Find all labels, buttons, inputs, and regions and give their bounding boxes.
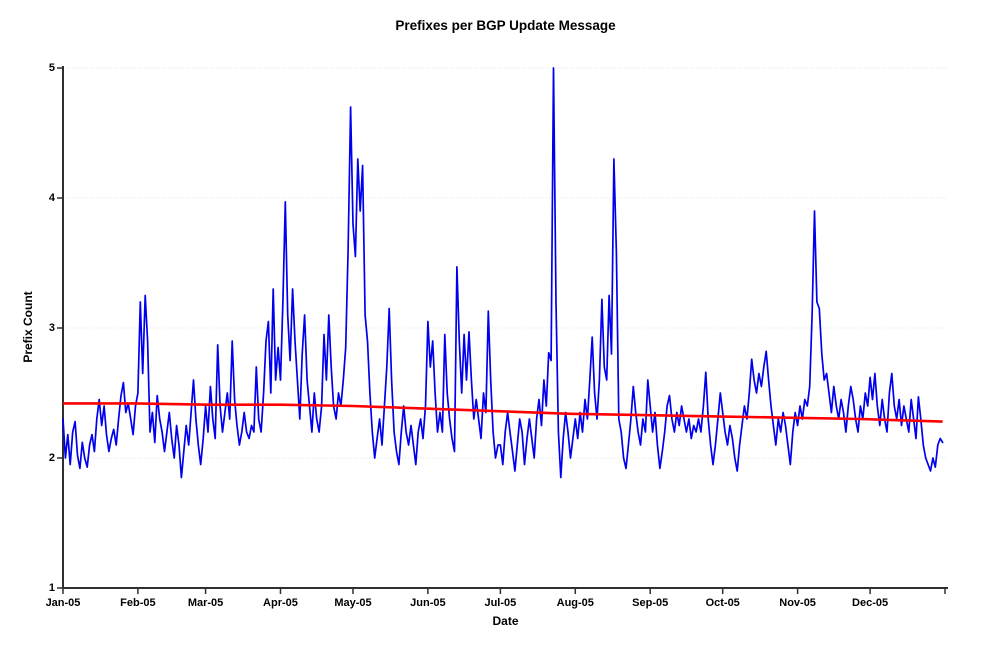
x-tick-label-Sep-05: Sep-05 — [632, 597, 669, 609]
y-tick-label-3: 3 — [48, 322, 55, 334]
x-tick-label-Dec-05: Dec-05 — [852, 597, 889, 609]
x-tick-label-Feb-05: Feb-05 — [120, 597, 156, 609]
x-tick-label-Apr-05: Apr-05 — [263, 597, 298, 609]
y-tick-label-4: 4 — [48, 192, 55, 204]
prefix-count-series-line — [62, 67, 944, 479]
chart-title: Prefixes per BGP Update Message — [395, 18, 616, 33]
y-tick-label-5: 5 — [48, 62, 55, 74]
x-tick-label-Jun-05: Jun-05 — [410, 597, 446, 609]
trend-line — [63, 402, 943, 423]
x-tick-label-Aug-05: Aug-05 — [556, 597, 594, 609]
x-tick-label-Jan-05: Jan-05 — [45, 597, 81, 609]
y-tick-label-1: 1 — [48, 582, 55, 594]
x-tick-label-Mar-05: Mar-05 — [187, 597, 224, 609]
x-tick-label-Nov-05: Nov-05 — [779, 597, 816, 609]
x-tick-label-May-05: May-05 — [334, 597, 372, 609]
x-axis-title: Date — [492, 614, 519, 628]
x-tick-label-Jul-05: Jul-05 — [484, 597, 517, 609]
x-tick-label-Oct-05: Oct-05 — [705, 597, 740, 609]
y-tick-label-2: 2 — [48, 452, 55, 464]
